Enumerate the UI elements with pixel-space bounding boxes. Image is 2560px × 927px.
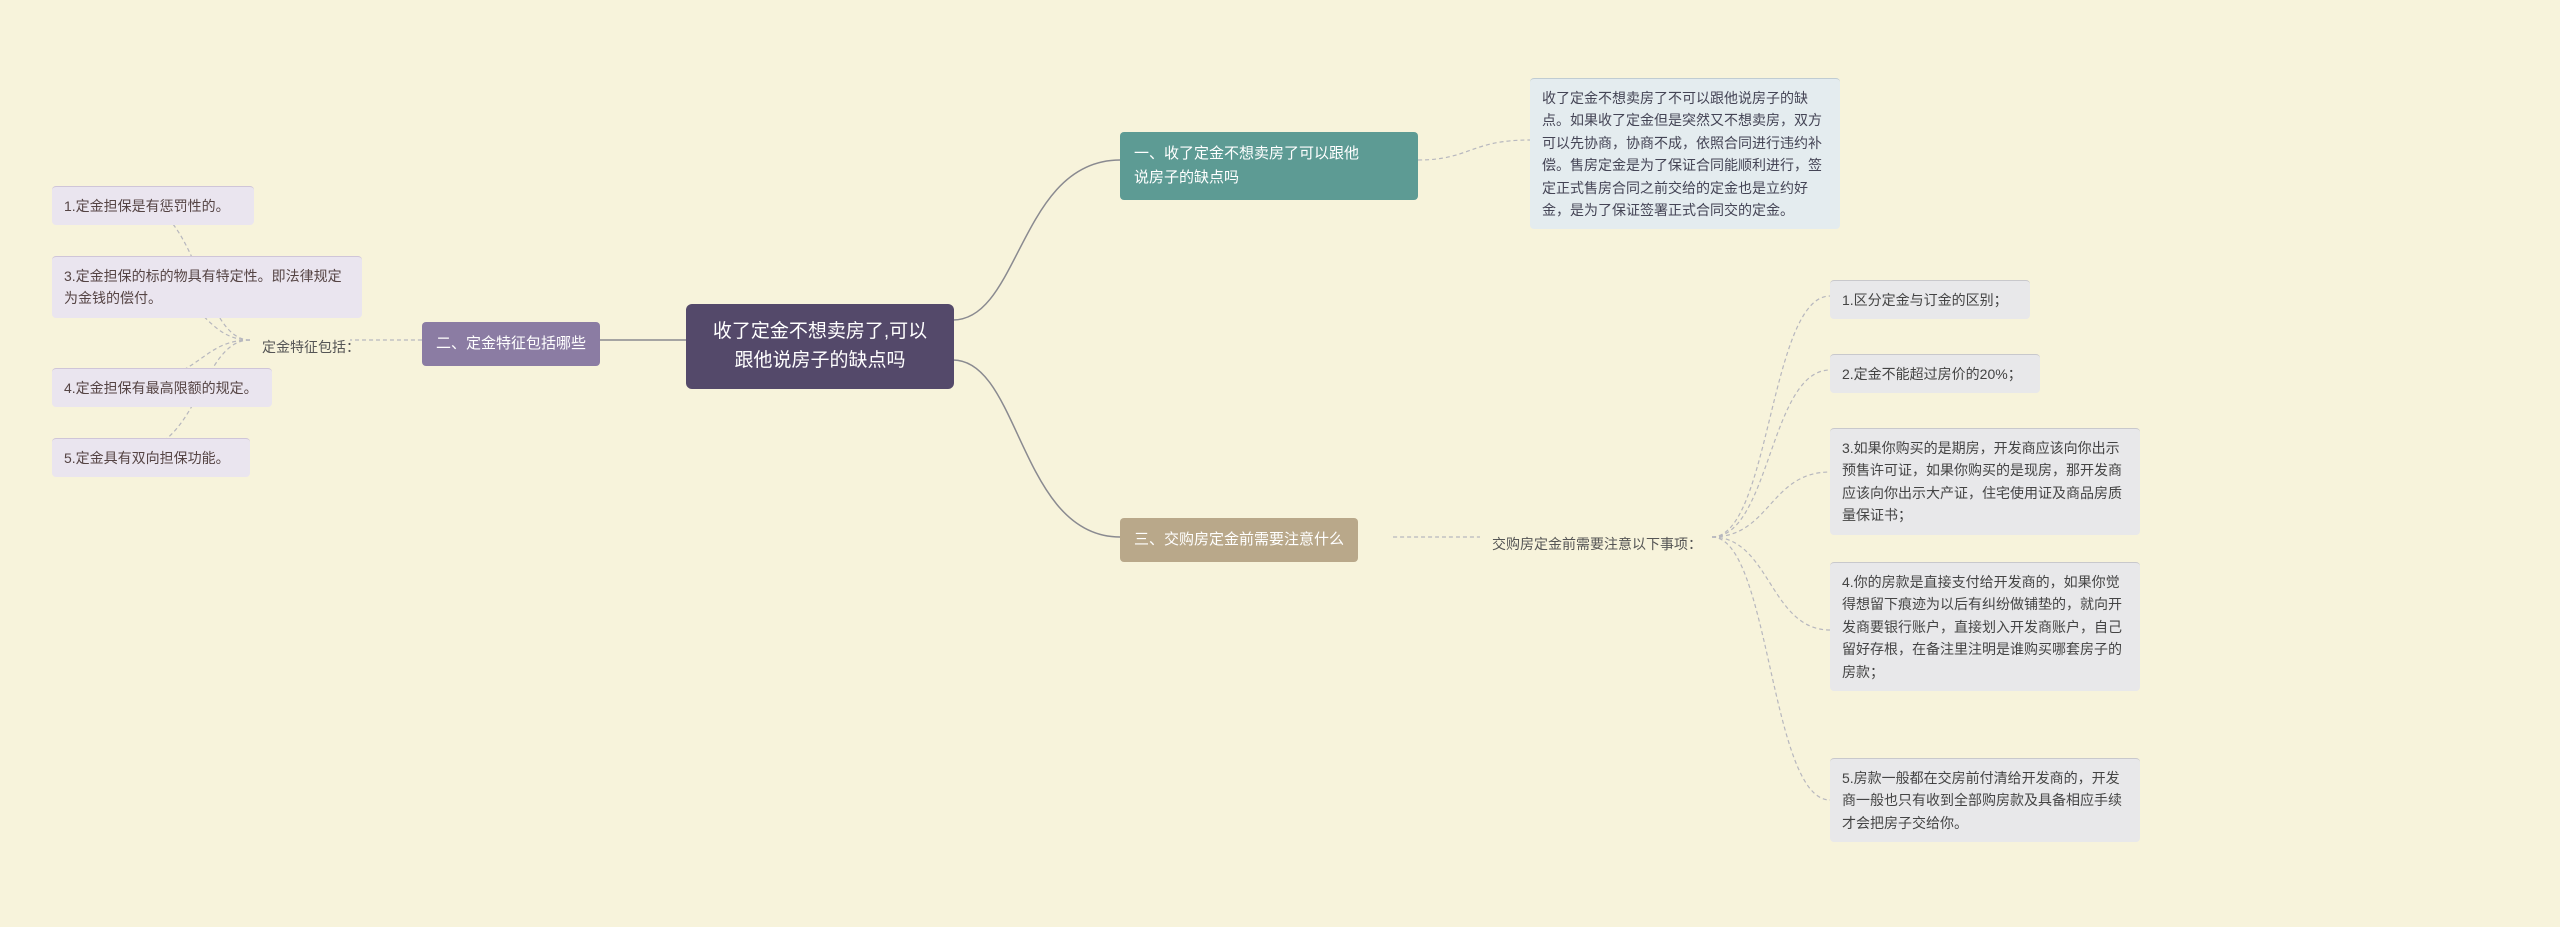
branch3-item-2: 2.定金不能超过房价的20%； bbox=[1830, 354, 2040, 393]
branch2-sub: 定金特征包括： bbox=[250, 328, 372, 366]
branch3-item-5: 5.房款一般都在交房前付清给开发商的，开发商一般也只有收到全部购房款及具备相应手… bbox=[1830, 758, 2140, 842]
branch3-sub: 交购房定金前需要注意以下事项： bbox=[1480, 525, 1714, 563]
branch2-item-2: 3.定金担保的标的物具有特定性。即法律规定为金钱的偿付。 bbox=[52, 256, 362, 318]
branch1-line2: 说房子的缺点吗 bbox=[1134, 169, 1239, 186]
root-line2: 跟他说房子的缺点吗 bbox=[734, 350, 905, 371]
branch1-detail: 收了定金不想卖房了不可以跟他说房子的缺点。如果收了定金但是突然又不想卖房，双方可… bbox=[1530, 78, 1840, 229]
branch2-item-4: 5.定金具有双向担保功能。 bbox=[52, 438, 250, 477]
branch2-item-1: 1.定金担保是有惩罚性的。 bbox=[52, 186, 254, 225]
root-node: 收了定金不想卖房了,可以 跟他说房子的缺点吗 bbox=[686, 304, 954, 389]
branch3-item-4: 4.你的房款是直接支付给开发商的，如果你觉得想留下痕迹为以后有纠纷做铺垫的，就向… bbox=[1830, 562, 2140, 691]
branch2-node: 二、定金特征包括哪些 bbox=[422, 322, 600, 366]
branch1-node: 一、收了定金不想卖房了可以跟他 说房子的缺点吗 bbox=[1120, 132, 1418, 200]
branch2-item-3: 4.定金担保有最高限额的规定。 bbox=[52, 368, 272, 407]
branch3-node: 三、交购房定金前需要注意什么 bbox=[1120, 518, 1358, 562]
branch3-item-1: 1.区分定金与订金的区别； bbox=[1830, 280, 2030, 319]
branch3-item-3: 3.如果你购买的是期房，开发商应该向你出示预售许可证，如果你购买的是现房，那开发… bbox=[1830, 428, 2140, 535]
branch1-line1: 一、收了定金不想卖房了可以跟他 bbox=[1134, 145, 1359, 162]
root-line1: 收了定金不想卖房了,可以 bbox=[713, 321, 927, 342]
